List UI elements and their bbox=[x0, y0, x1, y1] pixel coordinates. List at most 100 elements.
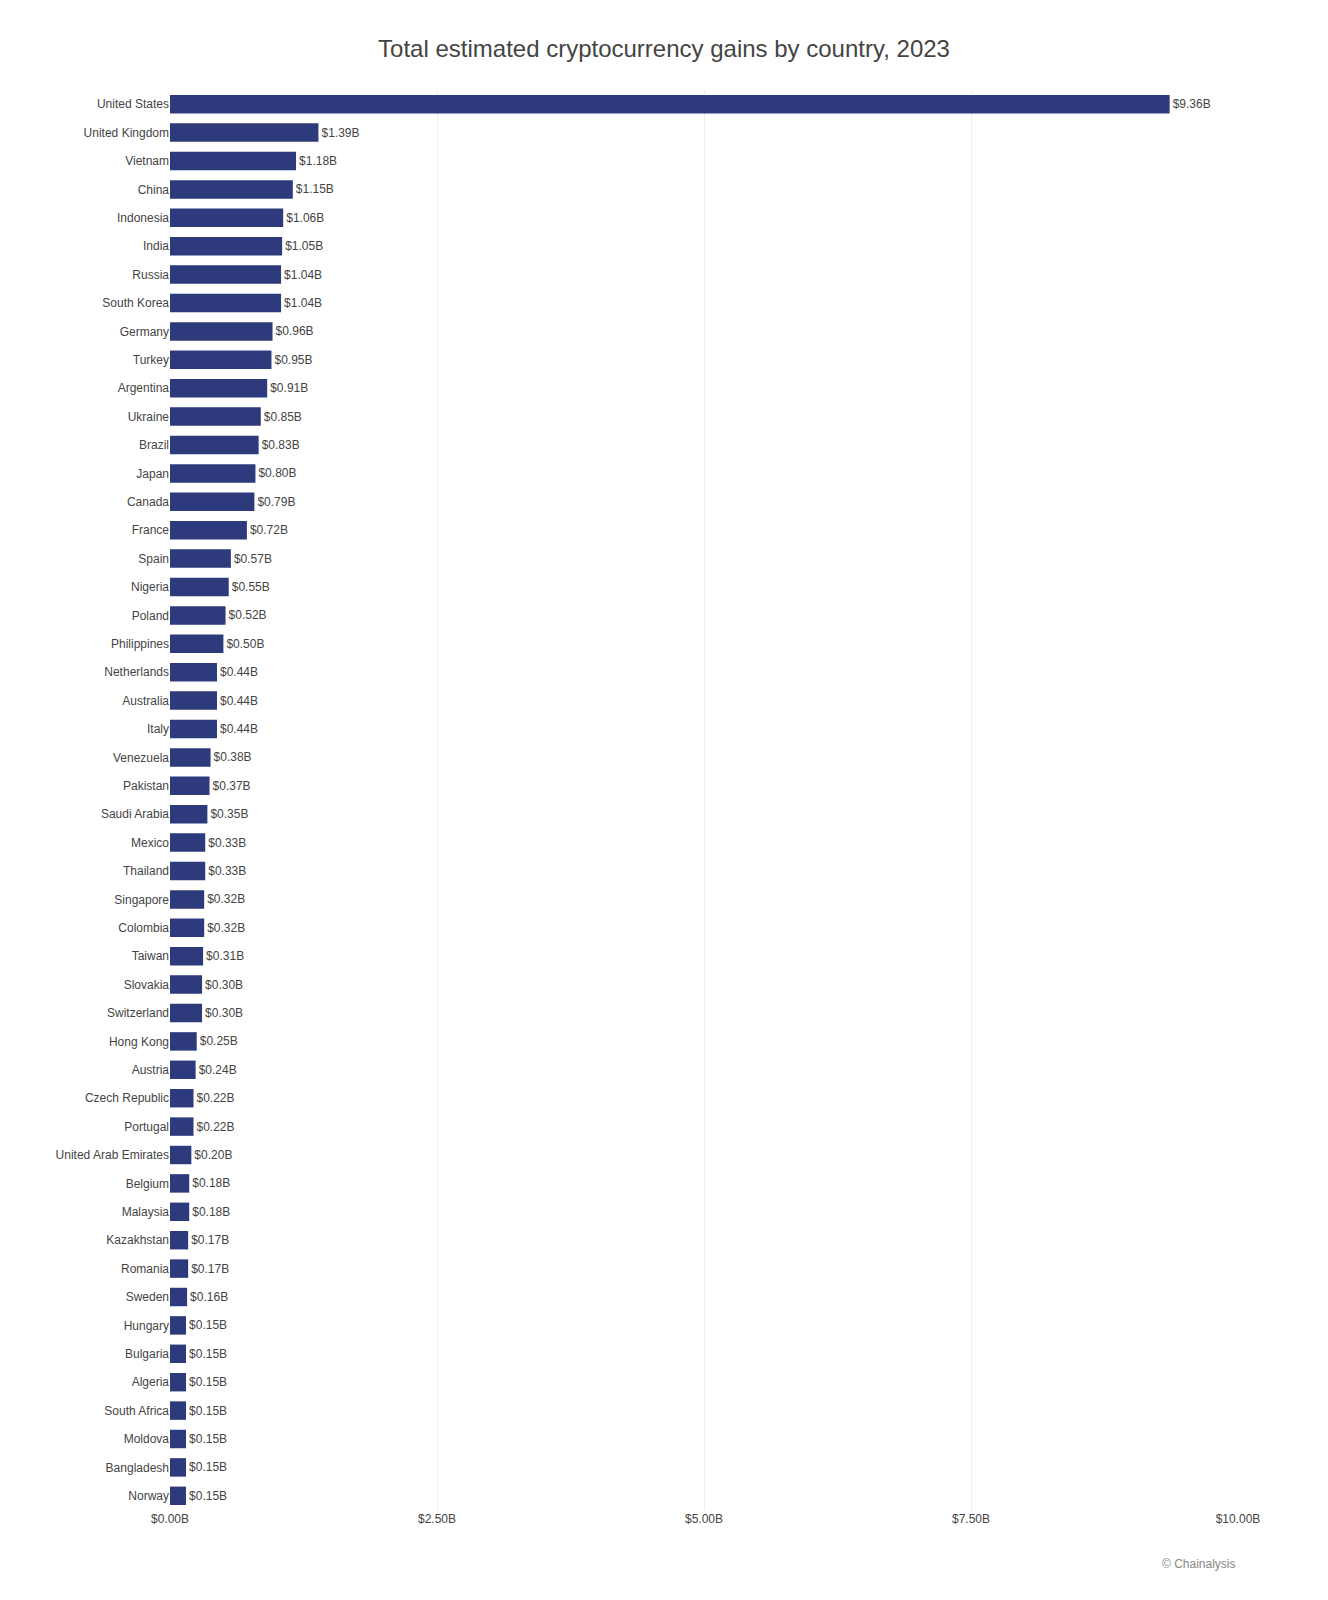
svg-text:Singapore: Singapore bbox=[114, 893, 169, 907]
svg-text:Turkey: Turkey bbox=[133, 353, 169, 367]
svg-text:$0.72B: $0.72B bbox=[250, 523, 288, 537]
svg-text:Saudi Arabia: Saudi Arabia bbox=[101, 807, 169, 821]
svg-text:Thailand: Thailand bbox=[123, 864, 169, 878]
svg-text:$0.18B: $0.18B bbox=[192, 1176, 230, 1190]
svg-text:Ukraine: Ukraine bbox=[128, 410, 170, 424]
svg-text:$0.25B: $0.25B bbox=[200, 1034, 238, 1048]
svg-text:Hong Kong: Hong Kong bbox=[109, 1035, 169, 1049]
svg-text:Poland: Poland bbox=[132, 609, 169, 623]
svg-text:Bulgaria: Bulgaria bbox=[125, 1347, 169, 1361]
svg-text:$0.15B: $0.15B bbox=[189, 1432, 227, 1446]
svg-text:South Africa: South Africa bbox=[104, 1404, 169, 1418]
svg-text:$0.32B: $0.32B bbox=[207, 921, 245, 935]
svg-text:$0.15B: $0.15B bbox=[189, 1489, 227, 1503]
svg-text:$0.80B: $0.80B bbox=[258, 466, 296, 480]
svg-text:South Korea: South Korea bbox=[102, 296, 169, 310]
svg-text:$0.33B: $0.33B bbox=[208, 836, 246, 850]
svg-text:$0.44B: $0.44B bbox=[220, 694, 258, 708]
svg-text:$0.24B: $0.24B bbox=[199, 1063, 237, 1077]
svg-text:$7.50B: $7.50B bbox=[952, 1512, 990, 1526]
svg-text:$0.17B: $0.17B bbox=[191, 1233, 229, 1247]
svg-text:$0.15B: $0.15B bbox=[189, 1460, 227, 1474]
svg-text:$0.57B: $0.57B bbox=[234, 552, 272, 566]
svg-text:$0.33B: $0.33B bbox=[208, 864, 246, 878]
svg-text:Italy: Italy bbox=[147, 722, 169, 736]
svg-text:Canada: Canada bbox=[127, 495, 169, 509]
svg-text:Kazakhstan: Kazakhstan bbox=[106, 1233, 169, 1247]
svg-text:$2.50B: $2.50B bbox=[418, 1512, 456, 1526]
svg-text:Australia: Australia bbox=[122, 694, 169, 708]
svg-text:$0.44B: $0.44B bbox=[220, 722, 258, 736]
svg-text:Russia: Russia bbox=[132, 268, 169, 282]
svg-text:United Arab Emirates: United Arab Emirates bbox=[56, 1148, 169, 1162]
svg-text:India: India bbox=[143, 239, 169, 253]
svg-text:$0.20B: $0.20B bbox=[194, 1148, 232, 1162]
svg-text:Spain: Spain bbox=[138, 552, 169, 566]
svg-text:$0.52B: $0.52B bbox=[229, 608, 267, 622]
svg-text:$0.85B: $0.85B bbox=[264, 410, 302, 424]
svg-text:$0.95B: $0.95B bbox=[274, 353, 312, 367]
svg-text:$0.15B: $0.15B bbox=[189, 1318, 227, 1332]
svg-text:$0.00B: $0.00B bbox=[151, 1512, 189, 1526]
svg-text:Pakistan: Pakistan bbox=[123, 779, 169, 793]
svg-text:United Kingdom: United Kingdom bbox=[84, 126, 169, 140]
svg-text:$0.22B: $0.22B bbox=[197, 1120, 235, 1134]
svg-text:$0.50B: $0.50B bbox=[226, 637, 264, 651]
svg-text:$0.15B: $0.15B bbox=[189, 1375, 227, 1389]
svg-text:Sweden: Sweden bbox=[126, 1290, 169, 1304]
svg-text:$0.38B: $0.38B bbox=[214, 750, 252, 764]
svg-text:$0.37B: $0.37B bbox=[213, 779, 251, 793]
svg-text:$1.15B: $1.15B bbox=[296, 182, 334, 196]
svg-text:$0.44B: $0.44B bbox=[220, 665, 258, 679]
svg-text:Taiwan: Taiwan bbox=[132, 949, 169, 963]
svg-text:France: France bbox=[132, 523, 170, 537]
svg-text:Malaysia: Malaysia bbox=[122, 1205, 170, 1219]
svg-text:$1.39B: $1.39B bbox=[321, 126, 359, 140]
svg-text:Indonesia: Indonesia bbox=[117, 211, 169, 225]
svg-text:$5.00B: $5.00B bbox=[685, 1512, 723, 1526]
svg-text:Slovakia: Slovakia bbox=[124, 978, 170, 992]
svg-text:$0.18B: $0.18B bbox=[192, 1205, 230, 1219]
svg-text:$0.96B: $0.96B bbox=[276, 324, 314, 338]
svg-text:Norway: Norway bbox=[128, 1489, 169, 1503]
svg-text:$0.30B: $0.30B bbox=[205, 1006, 243, 1020]
svg-text:$1.04B: $1.04B bbox=[284, 296, 322, 310]
svg-text:$0.30B: $0.30B bbox=[205, 978, 243, 992]
svg-text:Philippines: Philippines bbox=[111, 637, 169, 651]
svg-text:Japan: Japan bbox=[136, 467, 169, 481]
svg-text:$0.22B: $0.22B bbox=[197, 1091, 235, 1105]
svg-text:$10.00B: $10.00B bbox=[1216, 1512, 1261, 1526]
svg-text:$0.83B: $0.83B bbox=[262, 438, 300, 452]
svg-text:$0.15B: $0.15B bbox=[189, 1347, 227, 1361]
svg-text:Algeria: Algeria bbox=[132, 1375, 170, 1389]
svg-text:Argentina: Argentina bbox=[118, 381, 170, 395]
svg-text:$0.91B: $0.91B bbox=[270, 381, 308, 395]
svg-text:© Chainalysis: © Chainalysis bbox=[1162, 1557, 1236, 1571]
svg-text:Germany: Germany bbox=[120, 325, 169, 339]
svg-text:$0.32B: $0.32B bbox=[207, 892, 245, 906]
svg-text:Moldova: Moldova bbox=[124, 1432, 170, 1446]
svg-text:$1.05B: $1.05B bbox=[285, 239, 323, 253]
svg-text:Switzerland: Switzerland bbox=[107, 1006, 169, 1020]
svg-text:$1.06B: $1.06B bbox=[286, 211, 324, 225]
svg-text:United States: United States bbox=[97, 97, 169, 111]
svg-text:Mexico: Mexico bbox=[131, 836, 169, 850]
svg-text:$0.15B: $0.15B bbox=[189, 1404, 227, 1418]
svg-text:Belgium: Belgium bbox=[126, 1177, 169, 1191]
svg-text:$9.36B: $9.36B bbox=[1173, 97, 1211, 111]
svg-text:$0.35B: $0.35B bbox=[210, 807, 248, 821]
svg-text:Austria: Austria bbox=[132, 1063, 170, 1077]
svg-text:Vietnam: Vietnam bbox=[125, 154, 169, 168]
svg-text:$0.17B: $0.17B bbox=[191, 1262, 229, 1276]
svg-text:$0.79B: $0.79B bbox=[257, 495, 295, 509]
svg-text:Romania: Romania bbox=[121, 1262, 169, 1276]
svg-text:$0.16B: $0.16B bbox=[190, 1290, 228, 1304]
svg-text:Czech Republic: Czech Republic bbox=[85, 1091, 169, 1105]
svg-text:Nigeria: Nigeria bbox=[131, 580, 169, 594]
svg-text:$1.04B: $1.04B bbox=[284, 268, 322, 282]
svg-text:Brazil: Brazil bbox=[139, 438, 169, 452]
svg-text:$1.18B: $1.18B bbox=[299, 154, 337, 168]
svg-text:Netherlands: Netherlands bbox=[104, 665, 169, 679]
svg-text:Colombia: Colombia bbox=[118, 921, 169, 935]
svg-text:Hungary: Hungary bbox=[124, 1319, 169, 1333]
